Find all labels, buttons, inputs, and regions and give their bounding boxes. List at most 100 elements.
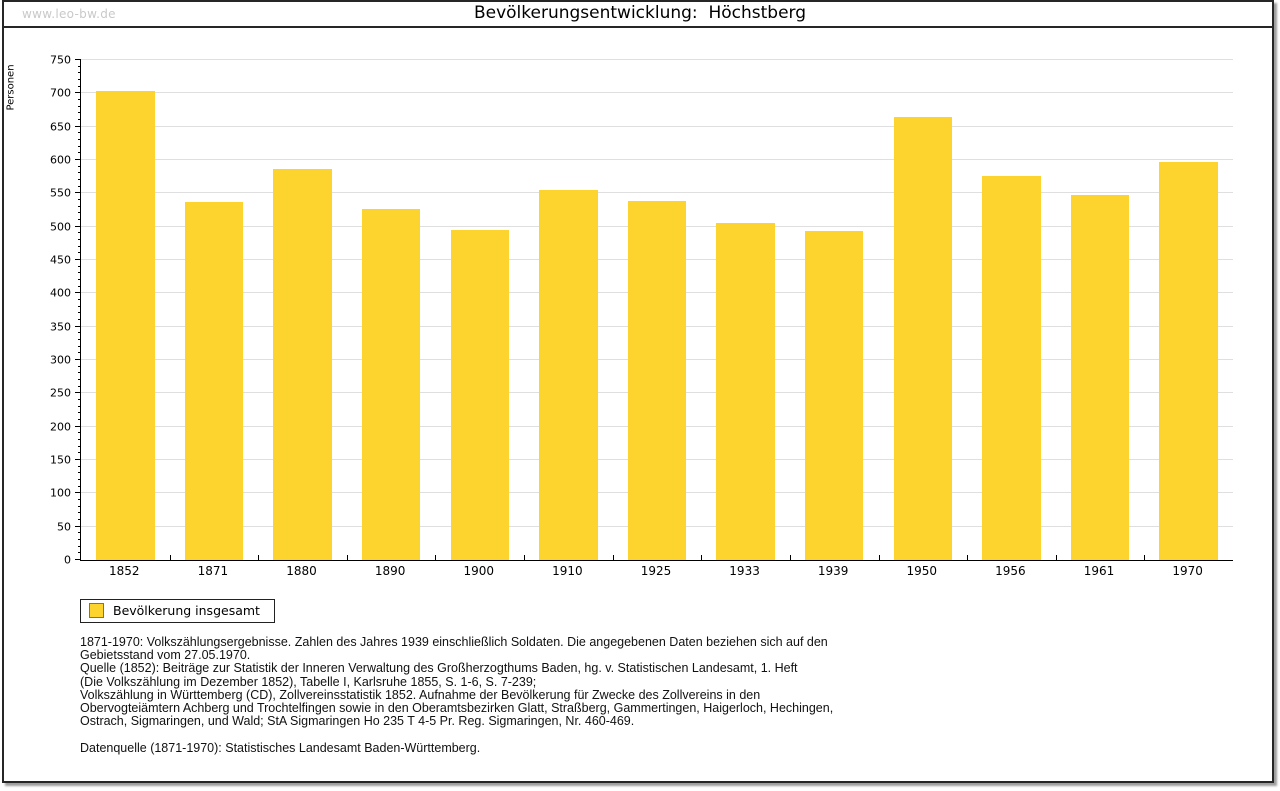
bar-1852 [96,91,155,560]
y-tick-670 [78,112,81,114]
y-tick-500 [75,225,81,227]
x-label-1961: 1961 [1083,564,1115,578]
bar-cell-1880 [258,60,347,560]
x-label-1939: 1939 [817,564,849,578]
x-label-1950: 1950 [906,564,938,578]
y-tick-480 [78,239,81,240]
x-boundary-tick-2 [258,555,260,560]
bar-cell-1871 [170,60,259,560]
y-tick-520 [78,212,81,214]
bar-cell-1910 [524,60,613,560]
y-tick-540 [78,199,81,200]
y-tick-650 [75,125,81,127]
watermark-url: www.leo-bw.de [22,7,116,21]
bar-1910 [539,190,598,560]
y-tick-330 [78,339,81,340]
y-tick-70 [78,512,81,514]
plot-area: 0 50 100 150 200 250 300 350 400 450 500 550 600 650 7… [50,54,1233,567]
bar-cell-1933 [701,60,790,560]
footnote-line-1: 1871-1970: Volkszählungsergebnisse. Zahl… [80,635,828,649]
x-label-1970: 1970 [1172,564,1203,578]
x-label-1890: 1890 [374,564,406,578]
y-tick-220 [78,412,81,414]
y-tick-710 [78,85,81,87]
bar-1890 [361,209,421,560]
y-tick-400 [75,292,81,294]
y-tick-label-100: 100 [50,486,71,500]
y-tick-720 [78,79,81,80]
frame-top-line [2,26,1274,28]
y-tick-label-450: 450 [50,253,71,267]
y-tick-120 [78,479,81,480]
gridline-650 [81,125,1233,127]
gridline-700 [81,92,1233,94]
y-tick-610 [78,152,81,154]
y-tick-170 [78,445,81,447]
bar-cell-1956 [967,60,1056,560]
legend-swatch-icon [89,603,104,618]
x-label-1956: 1956 [995,564,1026,578]
y-tick-260 [78,385,81,387]
y-tick-40 [78,532,81,534]
chart-title: Bevölkerungsentwicklung: Höchstberg [473,3,807,23]
datasource-line: Datenquelle (1871-1970): Statistisches L… [80,741,481,755]
x-boundary-tick-5 [524,555,526,560]
y-tick-280 [78,372,81,374]
y-tick-340 [78,332,81,334]
y-tick-label-550: 550 [50,186,71,200]
x-boundary-tick-11 [1055,555,1057,560]
x-boundary-tick-4 [435,555,437,560]
y-tick-680 [78,105,81,107]
y-tick-430 [78,272,81,274]
y-tick-550 [75,192,81,194]
footnote-line-5: Volkszählung in Württemberg (CD), Zollve… [80,687,761,702]
y-tick-600 [75,159,81,160]
y-tick-440 [78,265,81,267]
bar-1939 [804,230,864,560]
bar-1925 [627,200,687,560]
y-tick-180 [78,439,81,440]
y-tick-label-300: 300 [50,353,71,367]
legend: Bevölkerung insgesamt [80,599,275,623]
y-tick-110 [78,485,81,487]
x-boundary-tick-9 [878,555,880,560]
footnote-line-3: Quelle (1852): Beiträge zur Statistik de… [80,661,798,676]
y-tick-560 [78,185,81,187]
footnote-line-4: (Die Volkszählung im Dezember 1852), Tab… [80,674,537,689]
y-tick-700 [75,92,81,94]
y-tick-240 [78,399,81,400]
y-tick-270 [78,379,81,380]
bar-1871 [184,202,244,560]
footnote-line-7: Ostrach, Sigmaringen, und Wald; StA Sigm… [80,714,635,729]
bar-series [81,60,1233,560]
bar-1950 [893,117,953,560]
y-tick-730 [78,72,81,74]
x-label-1910: 1910 [552,564,583,578]
y-tick-10 [78,552,81,554]
bar-1970 [1159,162,1218,560]
bar-1933 [716,223,775,560]
y-tick-590 [78,165,81,167]
y-tick-570 [78,179,81,180]
x-boundary-tick-10 [967,555,969,560]
x-boundary-tick-3 [346,555,348,560]
y-tick-370 [78,312,81,314]
bar-cell-1950 [878,60,967,560]
y-tick-90 [78,499,81,500]
x-label-1925: 1925 [640,564,672,578]
y-tick-460 [78,252,81,254]
y-tick-80 [78,505,81,507]
y-tick-410 [78,285,81,287]
bar-cell-1961 [1056,60,1145,560]
x-boundary-tick-8 [789,555,791,560]
y-tick-label-350: 350 [50,320,71,334]
bar-cell-1925 [613,60,702,560]
y-tick-50 [75,525,81,527]
y-tick-140 [78,465,81,467]
y-tick-470 [78,245,81,247]
y-tick-label-650: 650 [50,120,71,134]
y-tick-160 [78,452,81,454]
x-boundary-tick-7 [701,555,703,560]
y-tick-label-0: 0 [64,553,71,567]
bar-1880 [273,168,332,560]
